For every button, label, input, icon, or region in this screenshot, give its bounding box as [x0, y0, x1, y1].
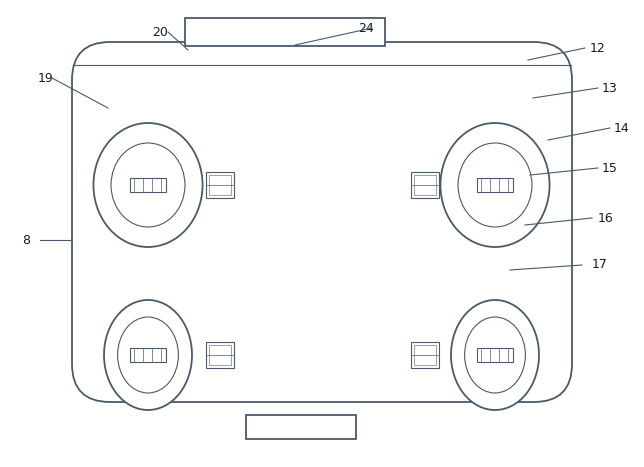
Bar: [209, 175, 231, 195]
Text: 8: 8: [22, 234, 30, 247]
Ellipse shape: [451, 300, 539, 410]
Bar: [130, 178, 166, 192]
Ellipse shape: [93, 123, 203, 247]
Bar: [246, 415, 356, 439]
Text: 14: 14: [614, 121, 630, 134]
Ellipse shape: [440, 123, 549, 247]
Bar: [477, 178, 513, 192]
Bar: [411, 342, 439, 368]
Bar: [414, 345, 436, 365]
Text: 20: 20: [152, 26, 168, 38]
Ellipse shape: [118, 317, 178, 393]
Bar: [206, 342, 234, 368]
Text: 16: 16: [598, 212, 614, 225]
FancyBboxPatch shape: [72, 42, 572, 402]
Bar: [209, 345, 231, 365]
Text: 12: 12: [590, 42, 606, 55]
Ellipse shape: [458, 143, 532, 227]
Bar: [477, 348, 513, 362]
Ellipse shape: [464, 317, 526, 393]
Text: 17: 17: [592, 259, 608, 271]
Bar: [130, 348, 166, 362]
Text: 13: 13: [602, 82, 618, 94]
Bar: [185, 18, 385, 46]
Bar: [411, 172, 439, 198]
Text: 24: 24: [358, 21, 374, 35]
Ellipse shape: [111, 143, 185, 227]
Text: 19: 19: [38, 71, 53, 85]
Bar: [206, 172, 234, 198]
Text: 15: 15: [602, 162, 618, 175]
Ellipse shape: [104, 300, 192, 410]
Bar: [414, 175, 436, 195]
